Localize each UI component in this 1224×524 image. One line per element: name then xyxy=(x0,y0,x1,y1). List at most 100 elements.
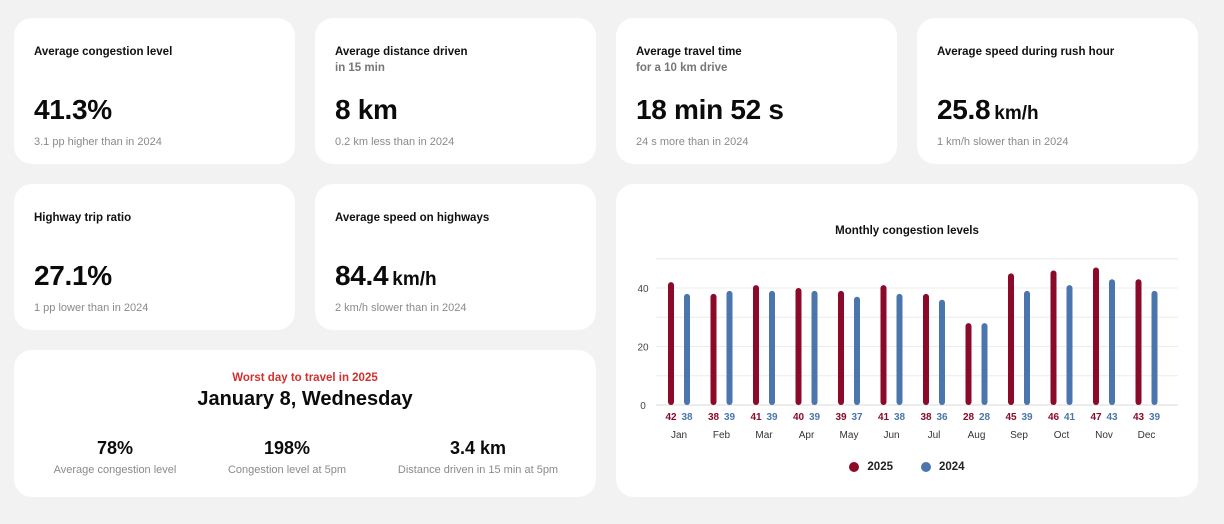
bar-2025 xyxy=(965,323,972,405)
x-tick-label: Nov xyxy=(1095,430,1113,441)
y-tick-label: 40 xyxy=(637,284,649,295)
bar-value-label: 38 xyxy=(894,412,906,423)
stat-title: Highway trip ratio xyxy=(34,212,132,224)
stat-comparison: 0.2 km less than in 2024 xyxy=(335,136,455,148)
bar-value-label: 43 xyxy=(1133,412,1145,423)
chart-title: Monthly congestion levels xyxy=(835,225,979,237)
worst-day-stat-value: 3.4 km xyxy=(449,438,507,458)
stat-card-travel-time: Average travel time for a 10 km drive 18… xyxy=(616,18,897,164)
bar-value-label: 43 xyxy=(1106,412,1118,423)
bar-value-label: 42 xyxy=(665,412,677,423)
bar-value-label: 39 xyxy=(809,412,821,423)
y-tick-label: 0 xyxy=(640,401,646,412)
x-tick-label: Jul xyxy=(928,430,941,441)
monthly-congestion-chart-card: Monthly congestion levels 0 20 40 42 38 Jan 38… xyxy=(616,184,1198,497)
bar-value-label: 39 xyxy=(1149,412,1161,423)
worst-day-stat-value: 198% xyxy=(263,438,311,458)
stat-comparison: 1 pp lower than in 2024 xyxy=(34,302,149,314)
bar-2024 xyxy=(1109,279,1115,405)
legend-label-2025: 2025 xyxy=(867,461,893,473)
stat-unit: km/h xyxy=(392,269,437,290)
x-tick-label: Oct xyxy=(1054,430,1070,441)
bar-2025 xyxy=(753,285,759,405)
worst-day-stat-label: Congestion level at 5pm xyxy=(227,464,346,476)
x-tick-label: Aug xyxy=(968,430,986,441)
bar-value-label: 47 xyxy=(1090,412,1102,423)
bar-value-label: 39 xyxy=(1021,412,1033,423)
stat-unit: km/h xyxy=(994,103,1039,124)
bar-value-label: 41 xyxy=(878,412,890,423)
bar-value-label: 40 xyxy=(793,412,805,423)
stat-card-distance: Average distance driven in 15 min 8 km 0… xyxy=(315,18,596,164)
bar-2025 xyxy=(1008,273,1014,405)
stat-value-row: 25.8 km/h xyxy=(937,94,1039,126)
legend-label-2024: 2024 xyxy=(939,461,965,473)
stat-value: 18 min 52 s xyxy=(636,94,784,125)
stat-title: Average speed during rush hour xyxy=(937,46,1115,58)
x-tick-label: Dec xyxy=(1138,430,1156,441)
bar-2025 xyxy=(1135,279,1142,405)
chart-legend: 2025 2024 xyxy=(616,461,1198,473)
bar-value-label: 41 xyxy=(750,412,762,423)
bar-2024 xyxy=(1151,290,1158,405)
bar-2024 xyxy=(726,290,733,405)
x-tick-label: Sep xyxy=(1010,430,1028,441)
bar-2025 xyxy=(1093,267,1099,405)
stat-comparison: 1 km/h slower than in 2024 xyxy=(937,136,1069,148)
legend-item-2024[interactable]: 2024 xyxy=(921,461,965,473)
bar-2024 xyxy=(684,293,690,405)
bar-2025 xyxy=(668,282,674,405)
x-tick-label: May xyxy=(840,430,859,441)
legend-dot-2024 xyxy=(921,462,931,472)
bar-2025 xyxy=(923,293,929,405)
stat-subtitle: for a 10 km drive xyxy=(636,62,728,74)
bar-2024 xyxy=(896,293,903,405)
stat-value: 25.8 xyxy=(937,94,991,125)
bar-value-label: 46 xyxy=(1048,412,1060,423)
x-tick-label: Mar xyxy=(755,430,773,441)
worst-day-stat-label: Distance driven in 15 min at 5pm xyxy=(397,464,559,476)
bar-2025 xyxy=(1050,270,1057,405)
stat-value: 27.1% xyxy=(34,260,112,291)
worst-day-card: Worst day to travel in 2025 January 8, W… xyxy=(14,350,596,497)
bar-value-label: 37 xyxy=(851,412,863,423)
worst-day-stat: 198% Congestion level at 5pm xyxy=(192,436,382,476)
x-tick-label: Apr xyxy=(799,430,815,441)
bar-value-label: 28 xyxy=(963,412,975,423)
worst-day-eyebrow: Worst day to travel in 2025 xyxy=(232,372,378,384)
monthly-congestion-chart: 0 20 40 42 38 Jan 38 39 Feb 41 39 Mar 40 39 Apr 39 37 May… xyxy=(637,258,1178,441)
stat-title: Average distance driven xyxy=(335,46,468,58)
worst-day-date: January 8, Wednesday xyxy=(197,388,413,410)
bar-value-label: 41 xyxy=(1064,412,1076,423)
bar-value-label: 38 xyxy=(708,412,720,423)
stat-value: 8 km xyxy=(335,94,398,125)
stat-comparison: 2 km/h slower than in 2024 xyxy=(335,302,467,314)
stat-value-row: 18 min 52 s xyxy=(636,94,784,126)
stat-subtitle: in 15 min xyxy=(335,62,385,74)
stat-title: Average congestion level xyxy=(34,46,173,58)
worst-day-stat: 3.4 km Distance driven in 15 min at 5pm xyxy=(382,436,574,476)
x-tick-label: Feb xyxy=(713,430,731,441)
bar-2024 xyxy=(769,290,775,405)
x-tick-label: Jun xyxy=(883,430,899,441)
stat-title: Average speed on highways xyxy=(335,212,490,224)
stat-comparison: 24 s more than in 2024 xyxy=(636,136,749,148)
stat-value-row: 27.1% xyxy=(34,260,112,292)
stat-value: 41.3% xyxy=(34,94,112,125)
legend-item-2025[interactable]: 2025 xyxy=(849,461,893,473)
stat-value-row: 8 km xyxy=(335,94,398,126)
stat-title: Average travel time xyxy=(636,46,742,58)
bar-2024 xyxy=(939,299,945,405)
stat-card-rush-hour-speed: Average speed during rush hour 25.8 km/h… xyxy=(917,18,1198,164)
stat-card-congestion: Average congestion level 41.3% 3.1 pp hi… xyxy=(14,18,295,164)
bar-2025 xyxy=(838,290,844,405)
legend-dot-2025 xyxy=(849,462,860,472)
bar-value-label: 39 xyxy=(724,412,736,423)
bar-2024 xyxy=(1066,285,1073,405)
bar-value-label: 36 xyxy=(936,412,948,423)
bar-value-label: 38 xyxy=(681,412,693,423)
stat-value-row: 41.3% xyxy=(34,94,112,126)
stat-card-highway-ratio: Highway trip ratio 27.1% 1 pp lower than… xyxy=(14,184,295,330)
stat-card-highway-speed: Average speed on highways 84.4 km/h 2 km… xyxy=(315,184,596,330)
bar-value-label: 45 xyxy=(1005,412,1017,423)
